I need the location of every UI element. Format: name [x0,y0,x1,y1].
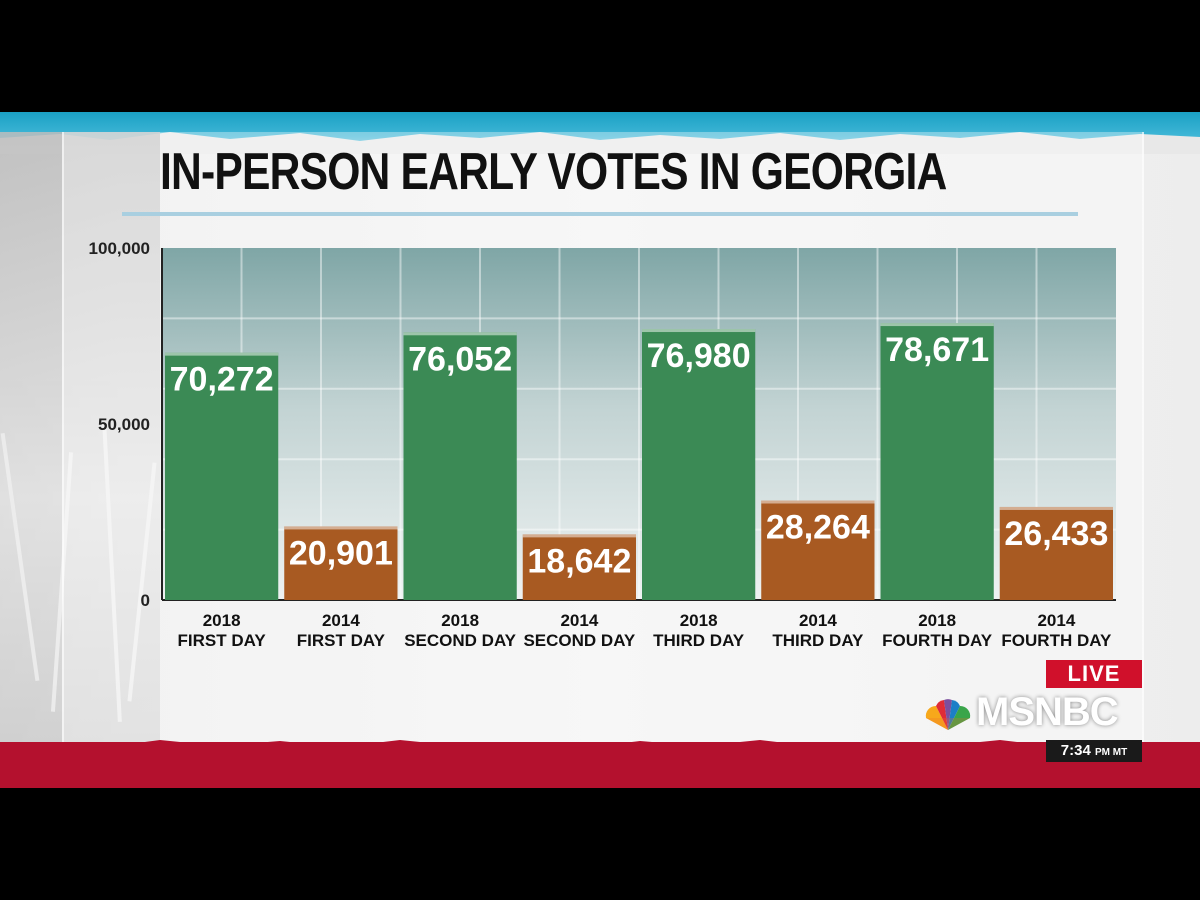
bar [880,323,994,600]
bar [642,329,756,600]
bar-top-highlight [403,332,517,336]
x-tick-label-day: FIRST DAY [297,631,386,650]
clock-suffix: PM MT [1094,747,1128,758]
x-tick-label-year: 2018 [441,611,479,630]
x-tick-label-day: THIRD DAY [772,631,864,650]
bar-value-label: 70,272 [170,361,274,399]
x-tick-label-day: SECOND DAY [523,631,635,650]
peacock-logo-icon [925,699,971,730]
x-tick-label-day: FOURTH DAY [882,631,993,650]
bar-value-label: 20,901 [289,534,393,572]
bar-top-highlight [999,506,1113,510]
x-tick-label-year: 2014 [322,611,360,630]
broadcast-graphic: IN-PERSON EARLY VOTES IN GEORGIA 0 50,000… [0,112,1200,788]
y-tick-label: 0 [141,591,150,610]
bar-top-highlight [642,329,756,333]
live-badge: LIVE [1046,660,1142,688]
bar [999,506,1113,600]
x-tick-label-day: FOURTH DAY [1001,631,1112,650]
y-tick-label: 50,000 [98,415,150,434]
bar-value-label: 28,264 [766,509,870,547]
network-name: MSNBC [976,690,1119,734]
x-tick-label-day: SECOND DAY [404,631,516,650]
bar-top-highlight [522,534,636,538]
x-tick-label-year: 2018 [918,611,956,630]
bar-top-highlight [165,352,279,356]
x-tick-label-year: 2014 [799,611,837,630]
x-tick-label-year: 2014 [560,611,598,630]
bar [522,534,636,600]
y-tick-label: 100,000 [89,239,150,258]
bar-top-highlight [761,500,875,504]
x-tick-label-day: FIRST DAY [178,631,267,650]
top-torn-edge [0,132,1200,154]
title-underline [122,212,1078,216]
chart-title: IN-PERSON EARLY VOTES IN GEORGIA [160,143,947,201]
bar-value-label: 18,642 [527,542,631,580]
x-tick-label-day: THIRD DAY [653,631,745,650]
bar [761,500,875,600]
clock-display: 7:34 PM MT [1046,740,1142,762]
x-tick-label-year: 2014 [1037,611,1075,630]
x-tick-label-year: 2018 [203,611,241,630]
bar-top-highlight [284,526,398,530]
clock-time: 7:34 [1060,742,1091,759]
bar [284,526,398,600]
x-tick-label-year: 2018 [680,611,718,630]
bar-top-highlight [880,323,994,327]
bar-value-label: 76,980 [647,337,751,375]
bar [403,332,517,600]
background-photo [0,132,160,742]
bar-value-label: 78,671 [885,331,989,369]
bar-value-label: 26,433 [1004,515,1108,553]
bar [165,352,279,600]
bottom-torn-edge [0,740,1200,754]
bar-value-label: 76,052 [408,340,512,378]
